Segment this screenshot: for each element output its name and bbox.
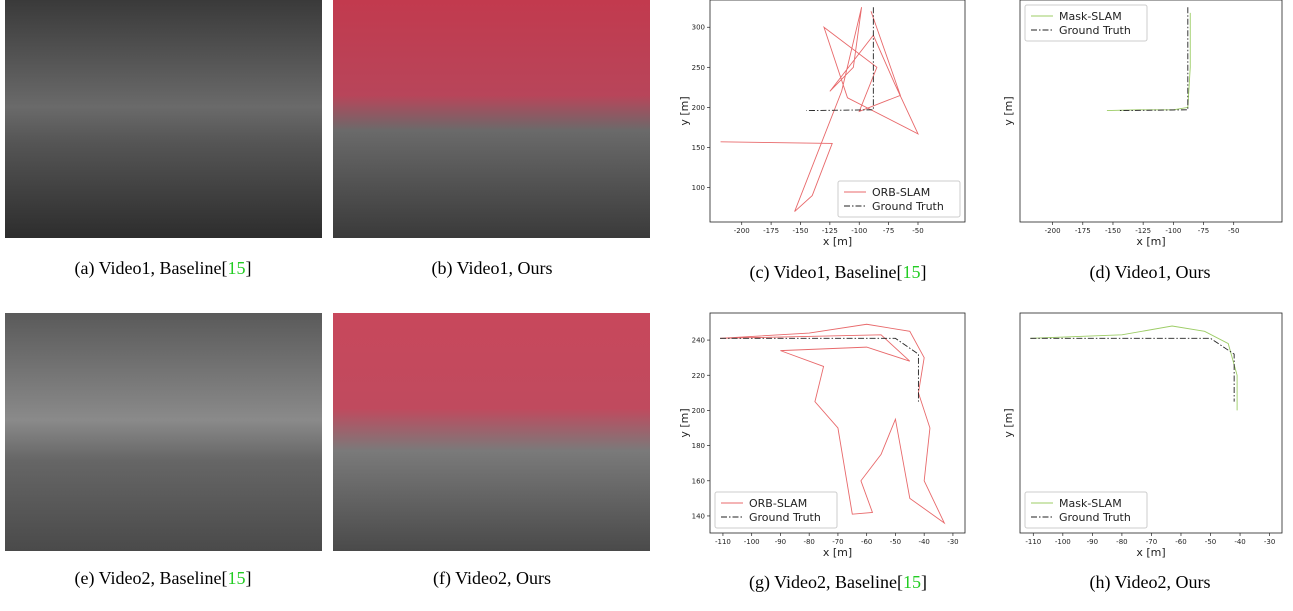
x-axis-label: x [m] — [1136, 546, 1165, 559]
caption-text: ] — [246, 258, 252, 278]
caption: (g) Video2, Baseline[15] — [749, 572, 927, 593]
caption-text: (h) Video2, Ours — [1089, 572, 1210, 592]
frame-image — [333, 0, 650, 238]
y-tick-label: 300 — [692, 24, 705, 32]
y-tick-label: 100 — [692, 184, 705, 192]
x-tick-label: -60 — [861, 538, 872, 546]
x-axis-label: x [m] — [823, 235, 852, 248]
caption: (h) Video2, Ours — [1089, 572, 1210, 593]
x-tick-label: -75 — [883, 227, 894, 235]
x-tick-label: -30 — [947, 538, 958, 546]
x-tick-label: -125 — [822, 227, 838, 235]
y-tick-label: 200 — [692, 407, 705, 415]
citation: 15 — [903, 572, 921, 592]
caption-text: (c) Video1, Baseline[ — [749, 262, 902, 282]
y-axis-label: y [m] — [1002, 408, 1015, 437]
x-tick-label: -110 — [1025, 538, 1041, 546]
trajectory — [720, 338, 918, 401]
caption-text: (a) Video1, Baseline[ — [74, 258, 227, 278]
page: (a) Video1, Baseline[15](b) Video1, Ours… — [0, 0, 1293, 611]
citation: 15 — [903, 262, 921, 282]
trajectory-chart: -110-100-90-80-70-60-50-40-30x [m]y [m]M… — [1020, 313, 1282, 533]
x-tick-label: -50 — [912, 227, 923, 235]
x-tick-label: -125 — [1135, 227, 1151, 235]
y-tick-label: 140 — [692, 512, 705, 520]
caption-text: ] — [246, 568, 252, 588]
caption: (a) Video1, Baseline[15] — [74, 258, 251, 279]
caption-text: ] — [921, 262, 927, 282]
citation: 15 — [228, 258, 246, 278]
y-tick-label: 160 — [692, 477, 705, 485]
legend-label: Mask-SLAM — [1059, 10, 1122, 23]
x-tick-label: -40 — [918, 538, 929, 546]
frame-image — [333, 313, 650, 551]
y-axis-label: y [m] — [1002, 96, 1015, 125]
x-tick-label: -100 — [744, 538, 760, 546]
x-tick-label: -75 — [1198, 227, 1209, 235]
x-tick-label: -40 — [1234, 538, 1245, 546]
x-tick-label: -200 — [734, 227, 750, 235]
citation: 15 — [228, 568, 246, 588]
y-tick-label: 240 — [692, 337, 705, 345]
x-tick-label: -150 — [793, 227, 809, 235]
caption: (c) Video1, Baseline[15] — [749, 262, 926, 283]
x-tick-label: -50 — [890, 538, 901, 546]
x-tick-label: -50 — [1205, 538, 1216, 546]
frame-image — [5, 313, 322, 551]
x-tick-label: -80 — [1116, 538, 1127, 546]
legend-label: ORB-SLAM — [872, 186, 930, 199]
caption-text: (d) Video1, Ours — [1089, 262, 1210, 282]
y-axis-label: y [m] — [678, 96, 691, 125]
y-axis-label: y [m] — [678, 408, 691, 437]
x-tick-label: -110 — [715, 538, 731, 546]
x-tick-label: -30 — [1264, 538, 1275, 546]
y-tick-label: 150 — [692, 144, 705, 152]
caption: (d) Video1, Ours — [1089, 262, 1210, 283]
x-tick-label: -175 — [1075, 227, 1091, 235]
x-tick-label: -60 — [1175, 538, 1186, 546]
trajectory-chart: -110-100-90-80-70-60-50-40-3014016018020… — [710, 313, 965, 533]
x-tick-label: -90 — [775, 538, 786, 546]
y-tick-label: 180 — [692, 442, 705, 450]
x-tick-label: -100 — [1055, 538, 1071, 546]
x-tick-label: -175 — [763, 227, 779, 235]
x-tick-label: -150 — [1105, 227, 1121, 235]
trajectory — [1030, 338, 1234, 401]
x-tick-label: -70 — [832, 538, 843, 546]
caption-text: (g) Video2, Baseline[ — [749, 572, 903, 592]
x-tick-label: -90 — [1087, 538, 1098, 546]
legend-label: Ground Truth — [1059, 511, 1131, 524]
legend-label: ORB-SLAM — [749, 497, 807, 510]
trajectory-chart: -200-175-150-125-100-75-5010015020025030… — [710, 0, 965, 222]
caption-text: ] — [921, 572, 927, 592]
x-axis-label: x [m] — [1136, 235, 1165, 248]
y-tick-label: 200 — [692, 104, 705, 112]
caption: (b) Video1, Ours — [431, 258, 552, 279]
y-tick-label: 220 — [692, 372, 705, 380]
x-tick-label: -70 — [1146, 538, 1157, 546]
frame-image — [5, 0, 322, 238]
caption-text: (f) Video2, Ours — [433, 568, 551, 588]
x-tick-label: -200 — [1045, 227, 1061, 235]
legend-label: Mask-SLAM — [1059, 497, 1122, 510]
x-tick-label: -80 — [803, 538, 814, 546]
caption-text: (e) Video2, Baseline[ — [74, 568, 227, 588]
caption-text: (b) Video1, Ours — [431, 258, 552, 278]
legend-label: Ground Truth — [749, 511, 821, 524]
x-axis-label: x [m] — [823, 546, 852, 559]
y-tick-label: 250 — [692, 64, 705, 72]
trajectory-chart: -200-175-150-125-100-75-50x [m]y [m]Mask… — [1020, 0, 1282, 222]
caption: (e) Video2, Baseline[15] — [74, 568, 251, 589]
x-tick-label: -100 — [1165, 227, 1181, 235]
x-tick-label: -100 — [851, 227, 867, 235]
caption: (f) Video2, Ours — [433, 568, 551, 589]
x-tick-label: -50 — [1228, 227, 1239, 235]
legend-label: Ground Truth — [1059, 24, 1131, 37]
legend-label: Ground Truth — [872, 200, 944, 213]
